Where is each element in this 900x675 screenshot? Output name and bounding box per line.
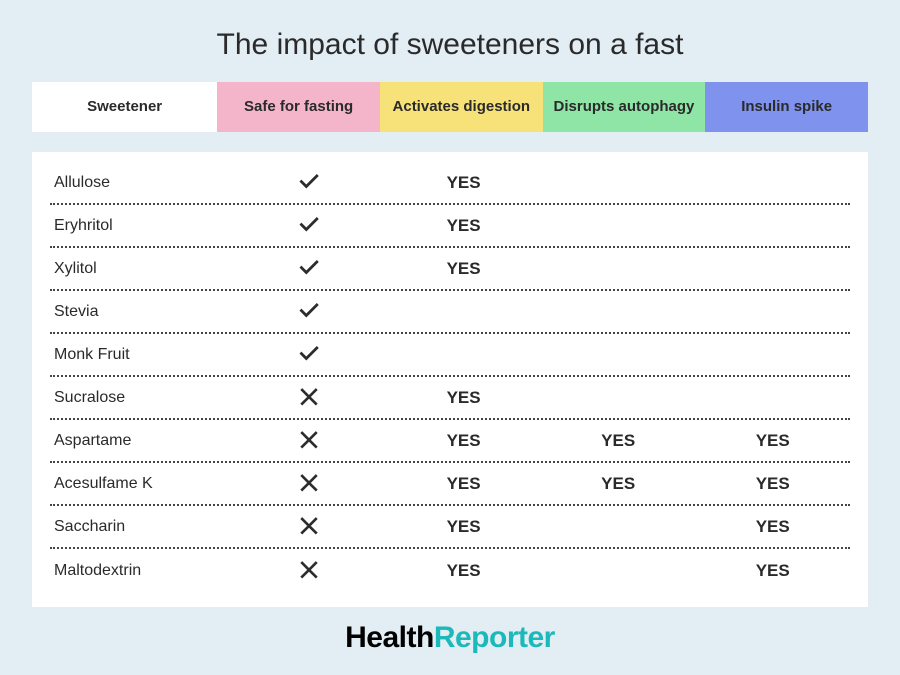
table-row: Stevia <box>50 291 850 334</box>
table-row: Allulose YES <box>50 162 850 205</box>
column-header: Activates digestion <box>380 82 543 132</box>
safe-cell <box>232 511 387 542</box>
page-title: The impact of sweeteners on a fast <box>32 28 868 62</box>
cross-icon <box>296 382 322 413</box>
sweetener-name: Saccharin <box>50 518 232 536</box>
sweetener-name: Allulose <box>50 174 232 192</box>
yes-label: YES <box>447 474 481 494</box>
table-row: Sucralose YES <box>50 377 850 420</box>
sweetener-name: Acesulfame K <box>50 475 232 493</box>
table-row: Maltodextrin YES YES <box>50 549 850 592</box>
digestion-cell: YES <box>386 216 541 236</box>
safe-cell <box>232 253 387 284</box>
yes-label: YES <box>447 173 481 193</box>
yes-label: YES <box>447 216 481 236</box>
insulin-cell: YES <box>695 561 850 581</box>
check-icon <box>296 296 322 327</box>
check-icon <box>296 253 322 284</box>
column-header-label: Sweetener <box>87 98 162 116</box>
digestion-cell: YES <box>386 561 541 581</box>
cross-icon <box>296 468 322 499</box>
sweetener-name: Aspartame <box>50 432 232 450</box>
table-body: Allulose YES Eryhritol YES Xylitol YES Stevia M… <box>32 152 868 607</box>
brand-part2: Reporter <box>434 621 555 654</box>
column-header: Insulin spike <box>705 82 868 132</box>
cross-icon <box>296 511 322 542</box>
digestion-cell: YES <box>386 388 541 408</box>
yes-label: YES <box>447 259 481 279</box>
brand-part1: Health <box>345 621 434 654</box>
yes-label: YES <box>447 431 481 451</box>
cross-icon <box>296 425 322 456</box>
sweetener-name: Stevia <box>50 303 232 321</box>
column-header: Sweetener <box>32 82 217 132</box>
table-row: Eryhritol YES <box>50 205 850 248</box>
column-header: Disrupts autophagy <box>543 82 706 132</box>
safe-cell <box>232 382 387 413</box>
sweetener-name: Xylitol <box>50 260 232 278</box>
yes-label: YES <box>756 517 790 537</box>
safe-cell <box>232 555 387 586</box>
table-row: Acesulfame K YES YES YES <box>50 463 850 506</box>
brand-logo: HealthReporter <box>32 621 868 655</box>
yes-label: YES <box>601 474 635 494</box>
autophagy-cell: YES <box>541 474 696 494</box>
autophagy-cell: YES <box>541 431 696 451</box>
sweetener-name: Eryhritol <box>50 217 232 235</box>
yes-label: YES <box>756 474 790 494</box>
sweetener-name: Sucralose <box>50 389 232 407</box>
sweetener-name: Monk Fruit <box>50 346 232 364</box>
safe-cell <box>232 339 387 370</box>
safe-cell <box>232 167 387 198</box>
safe-cell <box>232 296 387 327</box>
yes-label: YES <box>447 561 481 581</box>
yes-label: YES <box>447 388 481 408</box>
check-icon <box>296 339 322 370</box>
table-row: Xylitol YES <box>50 248 850 291</box>
yes-label: YES <box>756 431 790 451</box>
insulin-cell: YES <box>695 517 850 537</box>
table-row: Monk Fruit <box>50 334 850 377</box>
safe-cell <box>232 468 387 499</box>
cross-icon <box>296 555 322 586</box>
digestion-cell: YES <box>386 259 541 279</box>
yes-label: YES <box>756 561 790 581</box>
insulin-cell: YES <box>695 431 850 451</box>
digestion-cell: YES <box>386 431 541 451</box>
sweetener-name: Maltodextrin <box>50 562 232 580</box>
column-header-label: Activates digestion <box>393 98 531 116</box>
yes-label: YES <box>601 431 635 451</box>
digestion-cell: YES <box>386 474 541 494</box>
digestion-cell: YES <box>386 517 541 537</box>
column-header: Safe for fasting <box>217 82 380 132</box>
column-header-label: Safe for fasting <box>244 98 353 116</box>
digestion-cell: YES <box>386 173 541 193</box>
table-header: Sweetener Safe for fasting Activates diges… <box>32 82 868 132</box>
insulin-cell: YES <box>695 474 850 494</box>
table-row: Saccharin YES YES <box>50 506 850 549</box>
column-header-label: Insulin spike <box>741 98 832 116</box>
yes-label: YES <box>447 517 481 537</box>
column-header-label: Disrupts autophagy <box>554 98 695 116</box>
table-row: Aspartame YES YES YES <box>50 420 850 463</box>
safe-cell <box>232 210 387 241</box>
check-icon <box>296 167 322 198</box>
check-icon <box>296 210 322 241</box>
safe-cell <box>232 425 387 456</box>
